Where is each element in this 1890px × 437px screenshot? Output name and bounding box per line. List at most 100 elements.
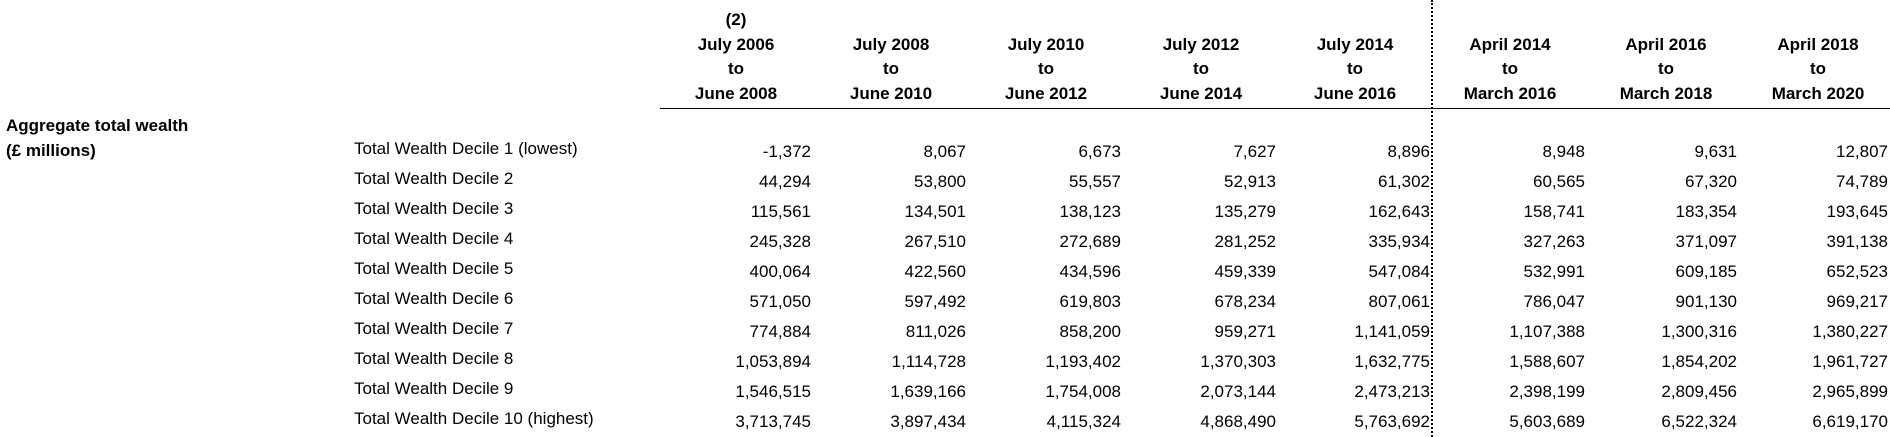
table-cell: 267,510 (904, 232, 966, 251)
table-cell: 138,123 (1059, 202, 1121, 221)
table-cell: 597,492 (904, 292, 966, 311)
column-header-6: April 2014 to March 2016 (1435, 8, 1585, 106)
table-cell: 858,200 (1059, 322, 1121, 341)
column-header-to: to (1346, 59, 1364, 78)
table-cell: 1,754,008 (1045, 382, 1121, 401)
column-header-start: July 2008 (852, 34, 930, 54)
column-header-to: to (1809, 59, 1827, 78)
column-header-to: to (1192, 59, 1210, 78)
column-header-4: July 2012 to June 2014 (1126, 8, 1276, 106)
column-header-end: June 2016 (1313, 83, 1397, 103)
row-label: Total Wealth Decile 1 (lowest) (354, 139, 578, 158)
column-header-note (1280, 8, 1430, 33)
table-cell: 1,107,388 (1509, 322, 1585, 341)
table-cell: 774,884 (749, 322, 811, 341)
column-header-to: to (1657, 59, 1675, 78)
table-cell: 5,603,689 (1509, 412, 1585, 431)
column-header-8: April 2018 to March 2020 (1743, 8, 1890, 106)
table-cell: 4,868,490 (1200, 412, 1276, 431)
row-label: Total Wealth Decile 6 (354, 289, 514, 308)
table-cell: 6,673 (1078, 142, 1121, 161)
column-header-end: June 2014 (1159, 83, 1243, 103)
table-cell: 1,639,166 (890, 382, 966, 401)
table-cell: 67,320 (1685, 172, 1737, 191)
table-cell: 1,141,059 (1354, 322, 1430, 341)
table-cell: 811,026 (905, 322, 966, 341)
table-cell: 532,991 (1523, 262, 1585, 281)
row-label: Total Wealth Decile 10 (highest) (354, 409, 594, 428)
column-header-note (1435, 8, 1585, 33)
column-header-note (816, 8, 966, 33)
table-cell: 678,234 (1214, 292, 1276, 311)
table-cell: 422,560 (904, 262, 966, 281)
table-cell: 400,064 (749, 262, 811, 281)
table-cell: 1,114,728 (891, 352, 966, 371)
table-cell: 391,138 (1826, 232, 1888, 251)
table-cell: 53,800 (914, 172, 966, 191)
table-cell: 807,061 (1368, 292, 1430, 311)
table-cell: 134,501 (904, 202, 966, 221)
column-header-3: July 2010 to June 2012 (971, 8, 1121, 106)
column-header-2: July 2008 to June 2010 (816, 8, 966, 106)
table-cell: 2,965,899 (1812, 382, 1888, 401)
table-cell: 8,067 (923, 142, 966, 161)
period-divider (1431, 0, 1433, 437)
table-cell: 327,263 (1523, 232, 1585, 251)
column-header-7: April 2016 to March 2018 (1591, 8, 1741, 106)
column-header-start: April 2014 (1469, 34, 1551, 54)
row-label: Total Wealth Decile 5 (354, 259, 514, 278)
column-header-note (971, 8, 1121, 33)
table-cell: 1,300,316 (1661, 322, 1737, 341)
table-cell: 547,084 (1368, 262, 1430, 281)
table-cell: 8,896 (1387, 142, 1430, 161)
table-cell: 281,252 (1214, 232, 1276, 251)
table-cell: 619,803 (1059, 292, 1121, 311)
table-cell: 2,073,144 (1200, 382, 1276, 401)
column-header-end: June 2012 (1004, 83, 1088, 103)
table-cell: 52,913 (1224, 172, 1276, 191)
table-cell: 571,050 (749, 292, 811, 311)
column-header-start: July 2014 (1316, 34, 1394, 54)
table-cell: 1,632,775 (1354, 352, 1430, 371)
column-header-5: July 2014 to June 2016 (1280, 8, 1430, 106)
table-cell: 158,741 (1523, 202, 1585, 221)
table-cell: 969,217 (1826, 292, 1888, 311)
table-cell: 1,588,607 (1509, 352, 1585, 371)
table-cell: 6,619,170 (1812, 412, 1888, 431)
table-cell: 135,279 (1214, 202, 1276, 221)
table-cell: 459,339 (1214, 262, 1276, 281)
table-cell: 2,473,213 (1354, 382, 1430, 401)
column-header-to: to (727, 59, 745, 78)
section-unit: (£ millions) (6, 141, 96, 160)
column-header-to: to (882, 59, 900, 78)
column-header-start: July 2006 (697, 34, 775, 54)
table-cell: 61,302 (1378, 172, 1430, 191)
table-cell: 5,763,692 (1354, 412, 1430, 431)
column-header-end: March 2020 (1771, 83, 1865, 103)
column-header-end: March 2018 (1619, 83, 1713, 103)
table-cell: 245,328 (749, 232, 811, 251)
table-cell: 74,789 (1836, 172, 1888, 191)
table-cell: 193,645 (1826, 202, 1888, 221)
table-cell: 3,897,434 (890, 412, 966, 431)
table-cell: 1,380,227 (1812, 322, 1888, 341)
table-cell: 9,631 (1694, 142, 1737, 161)
row-label: Total Wealth Decile 8 (354, 349, 514, 368)
column-header-start: July 2010 (1007, 34, 1085, 54)
table-cell: 162,643 (1368, 202, 1430, 221)
column-header-note (1591, 8, 1741, 33)
column-header-end: June 2008 (694, 83, 778, 103)
table-cell: 1,053,894 (735, 352, 811, 371)
table-cell: 183,354 (1675, 202, 1737, 221)
table-cell: 272,689 (1059, 232, 1121, 251)
header-rule (660, 108, 1890, 109)
row-label: Total Wealth Decile 9 (354, 379, 514, 398)
table-cell: 901,130 (1675, 292, 1737, 311)
table-cell: 434,596 (1059, 262, 1121, 281)
table-cell: 786,047 (1523, 292, 1585, 311)
table-cell: -1,372 (762, 142, 811, 161)
table-cell: 7,627 (1233, 142, 1276, 161)
table-cell: 959,271 (1214, 322, 1276, 341)
column-header-start: July 2012 (1162, 34, 1240, 54)
column-header-note (1126, 8, 1276, 33)
